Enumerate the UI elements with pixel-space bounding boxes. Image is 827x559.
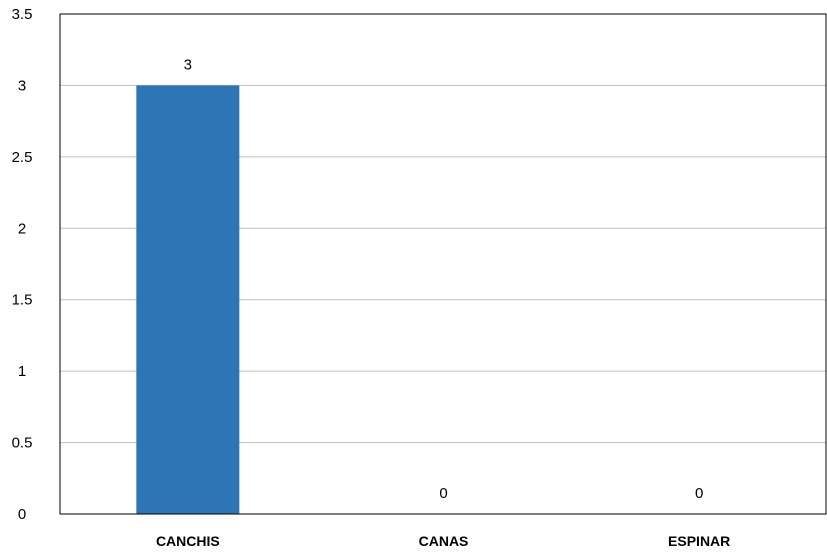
data-label: 0 [439,485,447,502]
y-tick-label: 2.5 [12,149,33,166]
labels: 0 0.5 1 1.5 2 2.5 3 3.5 3 CANCHIS 0 CANAS 0 ESPINAR [12,6,731,549]
data-label: 0 [695,485,703,502]
bars [136,85,240,514]
y-tick-label: 0.5 [12,435,33,452]
x-category-label: CANAS [419,533,469,549]
x-category-label: ESPINAR [668,533,730,549]
bar-canchis [136,85,240,514]
y-tick-label: 3.5 [12,6,33,23]
x-category-label: CANCHIS [156,533,220,549]
y-tick-label: 3 [18,77,26,94]
plot-frame [59,13,827,515]
axes [59,13,827,515]
data-label: 3 [184,56,192,73]
y-tick-label: 0 [18,506,26,523]
y-tick-label: 2 [18,220,26,237]
y-tick-label: 1.5 [12,292,33,309]
y-tick-label: 1 [18,363,26,380]
